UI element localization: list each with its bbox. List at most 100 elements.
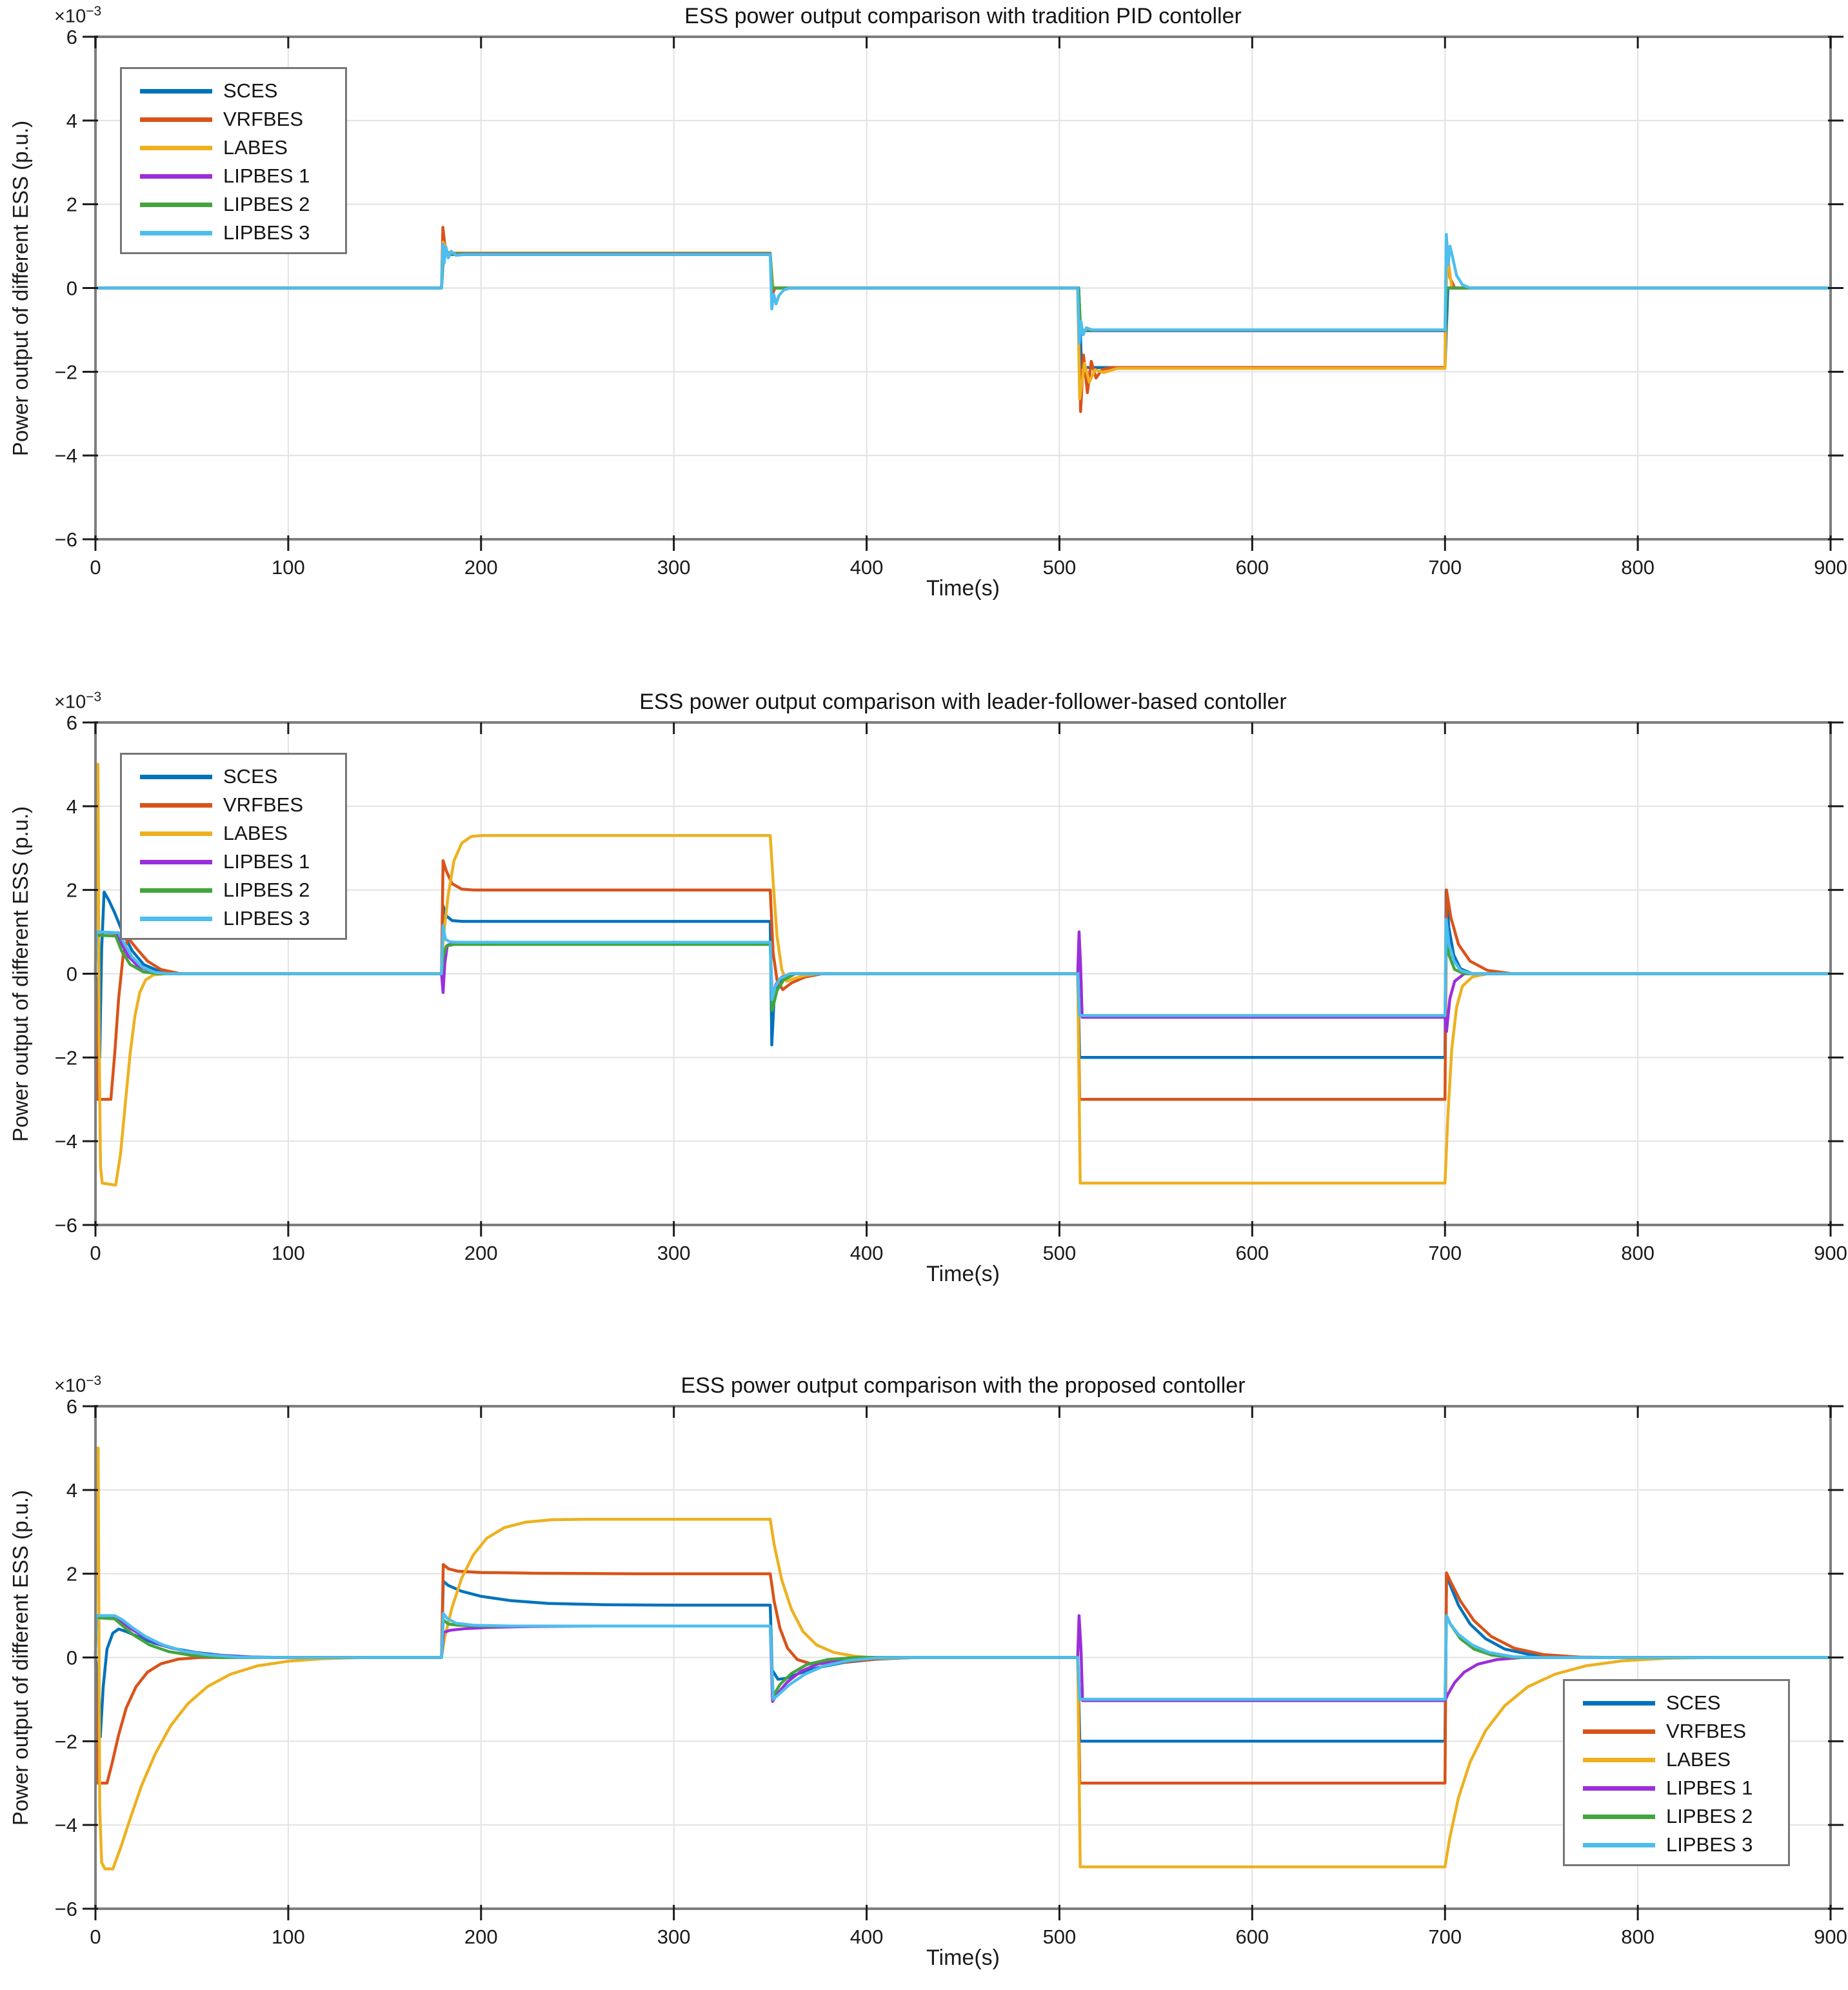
legend-line-sample: [1583, 1700, 1655, 1706]
x-tick-label: 900: [1814, 1925, 1847, 1948]
y-tick-label: 2: [66, 194, 77, 216]
y-exponent-base: ×10: [54, 692, 86, 713]
legend-item-sces: SCES: [140, 762, 345, 791]
series-line-lipbes-3: [94, 233, 1833, 345]
y-tick-label: −6: [55, 528, 77, 551]
series-line-vrfbes: [94, 859, 1833, 1101]
legend-label: LABES: [223, 822, 288, 844]
series-line-lipbes-1: [94, 930, 1833, 1033]
x-tick-label: 600: [1235, 556, 1269, 579]
x-tick-label: 400: [850, 1242, 884, 1264]
series-line-vrfbes: [94, 226, 1833, 413]
series-line-lipbes-3: [94, 1612, 1833, 1701]
legend-label: VRFBES: [223, 108, 304, 130]
x-tick-label: 500: [1043, 556, 1077, 579]
legend-label: LABES: [1666, 1748, 1731, 1771]
series-line-sces: [94, 253, 1833, 370]
y-tick-label: −2: [55, 361, 77, 383]
x-tick-label: 400: [850, 556, 884, 579]
legend-item-lipbes-3: LIPBES 3: [140, 219, 345, 247]
subplot-proposed: ESS power output comparison with the pro…: [0, 1369, 1848, 1990]
legend-line-sample: [140, 117, 212, 122]
x-tick-label: 800: [1621, 1242, 1654, 1264]
legend-line-sample: [140, 145, 212, 150]
legend-item-labes: LABES: [140, 819, 345, 848]
plot-area: 0 100 200 300 400 500 600 700 800 900 −6 −4 −2 0 2 4 6: [55, 26, 1847, 579]
x-tick-label: 800: [1621, 1925, 1654, 1948]
x-tick-label: 0: [90, 1925, 101, 1948]
legend-label: VRFBES: [1666, 1720, 1747, 1742]
y-axis-exponent: ×10−3: [54, 690, 101, 713]
legend-label: LIPBES 3: [223, 221, 310, 244]
legend-line-sample: [140, 859, 212, 864]
legend-item-vrfbes: VRFBES: [140, 791, 345, 819]
y-exponent-base: ×10: [54, 6, 86, 27]
legend-label: LIPBES 1: [223, 164, 310, 187]
x-tick-label: 700: [1428, 556, 1462, 579]
y-tick-label: 0: [66, 277, 77, 300]
legend-item-labes: LABES: [1583, 1746, 1788, 1774]
legend: SCES VRFBES LABES LIPBES 1 LIPBES 2 LIPBES 3: [120, 753, 347, 940]
legend-label: SCES: [223, 765, 278, 788]
x-tick-label: 900: [1814, 556, 1847, 579]
legend-line-sample: [1583, 1729, 1655, 1734]
legend-label: LABES: [223, 136, 288, 159]
legend-label: LIPBES 2: [1666, 1805, 1753, 1827]
x-tick-label: 700: [1428, 1242, 1462, 1264]
chart-title: ESS power output comparison with the pro…: [681, 1373, 1246, 1398]
legend-line-sample: [140, 202, 212, 207]
legend-line-sample: [140, 88, 212, 94]
legend: SCES VRFBES LABES LIPBES 1 LIPBES 2 LIPBES 3: [120, 67, 347, 254]
legend-item-sces: SCES: [140, 77, 345, 105]
legend-label: VRFBES: [223, 793, 304, 816]
series-line-lipbes-1: [94, 252, 1833, 332]
legend-item-lipbes-3: LIPBES 3: [140, 904, 345, 933]
series-line-lipbes-2: [94, 933, 1833, 1017]
x-tick-label: 300: [657, 1242, 691, 1264]
legend-item-lipbes-1: LIPBES 1: [140, 162, 345, 190]
y-tick-label: 2: [66, 1563, 77, 1586]
x-tick-label: 600: [1235, 1925, 1269, 1948]
legend-item-labes: LABES: [140, 134, 345, 162]
legend-line-sample: [1583, 1842, 1655, 1847]
x-tick-label: 500: [1043, 1242, 1077, 1264]
y-tick-label: 4: [66, 1479, 77, 1502]
x-axis-label: Time(s): [926, 576, 1000, 601]
y-tick-label: −4: [55, 1130, 77, 1153]
legend-line-sample: [140, 230, 212, 235]
y-exponent-sup: −3: [86, 4, 102, 19]
legend-item-lipbes-3: LIPBES 3: [1583, 1831, 1788, 1859]
legend-line-sample: [140, 174, 212, 179]
y-tick-label: −2: [55, 1730, 77, 1753]
legend-label: SCES: [1666, 1691, 1721, 1714]
y-tick-label: 6: [66, 26, 77, 48]
x-tick-label: 800: [1621, 556, 1654, 579]
series-line-labes: [94, 762, 1833, 1187]
y-tick-label: −4: [55, 1814, 77, 1836]
legend-line-sample: [140, 888, 212, 893]
y-tick-label: 4: [66, 110, 77, 132]
y-exponent-base: ×10: [54, 1375, 86, 1397]
legend-item-lipbes-2: LIPBES 2: [140, 876, 345, 904]
legend-label: SCES: [223, 79, 278, 102]
legend-item-vrfbes: VRFBES: [140, 105, 345, 134]
y-tick-label: −6: [55, 1898, 77, 1920]
x-tick-label: 300: [657, 1925, 691, 1948]
legend-item-lipbes-1: LIPBES 1: [140, 848, 345, 876]
series-line-sces: [94, 1572, 1833, 1743]
y-tick-label: 6: [66, 1395, 77, 1418]
legend-line-sample: [1583, 1814, 1655, 1819]
legend-label: LIPBES 3: [1666, 1833, 1753, 1856]
legend-line-sample: [1583, 1757, 1655, 1762]
y-tick-label: 0: [66, 1647, 77, 1669]
y-tick-label: −6: [55, 1214, 77, 1237]
x-tick-label: 500: [1043, 1925, 1077, 1948]
y-tick-label: 2: [66, 879, 77, 902]
x-tick-label: 900: [1814, 1242, 1847, 1264]
x-axis-label: Time(s): [926, 1262, 1000, 1286]
subplot-pid: ESS power output comparison with traditi…: [0, 0, 1848, 684]
legend-item-lipbes-2: LIPBES 2: [140, 190, 345, 219]
x-tick-label: 0: [90, 556, 101, 579]
x-tick-label: 100: [272, 1242, 305, 1264]
